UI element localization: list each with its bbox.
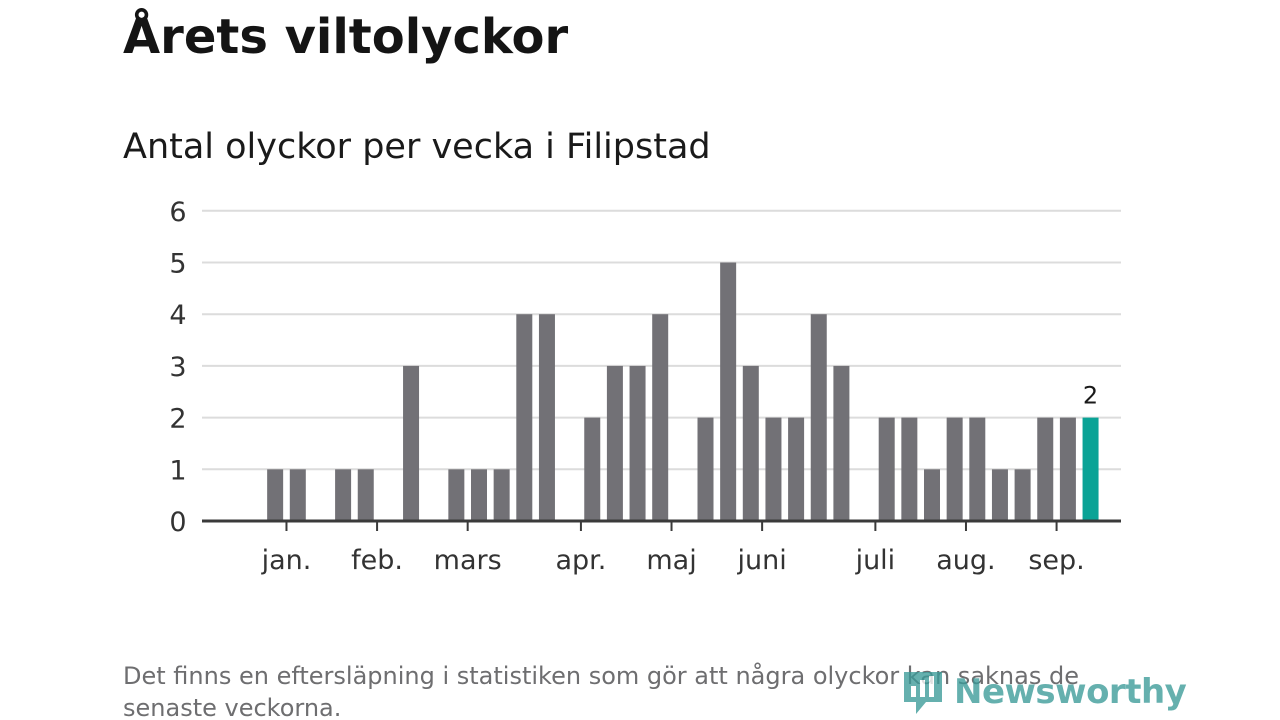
bar <box>267 469 284 521</box>
data-label: 2 <box>1083 382 1098 410</box>
bar <box>697 417 714 521</box>
bar <box>493 469 510 521</box>
y-tick-label: 4 <box>169 300 186 331</box>
bar <box>1037 417 1054 521</box>
y-tick-label: 0 <box>169 507 186 538</box>
bar <box>357 469 374 521</box>
bar <box>1059 417 1076 521</box>
x-tick-label: aug. <box>936 545 995 576</box>
y-tick-label: 6 <box>169 197 186 228</box>
y-tick-label: 1 <box>169 455 186 486</box>
x-tick-label: jan. <box>261 545 312 576</box>
chart-subtitle: Antal olyckor per vecka i Filipstad <box>123 127 711 167</box>
bar <box>742 365 759 521</box>
bars <box>267 262 1099 521</box>
bar <box>969 417 986 521</box>
brand-logo: Newsworthy <box>900 666 1187 718</box>
bar <box>1014 469 1031 521</box>
x-tick-label: juni <box>737 545 787 576</box>
bar <box>448 469 465 521</box>
bar <box>788 417 805 521</box>
bar <box>810 314 827 521</box>
y-tick-label: 2 <box>169 404 186 435</box>
x-tick-label: maj <box>646 545 696 576</box>
bar <box>720 262 737 521</box>
chart-title: Årets viltolyckor <box>123 9 569 65</box>
x-axis-ticks: jan. feb. mars apr. maj juni juli aug. sep. <box>261 521 1085 576</box>
y-tick-label: 3 <box>169 352 186 383</box>
bar <box>765 417 782 521</box>
bar <box>606 365 623 521</box>
bar <box>629 365 646 521</box>
bar <box>878 417 895 521</box>
x-tick-label: apr. <box>555 545 606 576</box>
bar <box>652 314 669 521</box>
bar <box>471 469 487 521</box>
y-axis-ticks: 0 1 2 3 4 5 6 <box>169 197 186 538</box>
bar <box>516 314 533 521</box>
bar-highlight <box>1082 417 1099 521</box>
bar <box>924 469 940 521</box>
x-tick-label: sep. <box>1028 545 1084 576</box>
bar <box>946 417 963 521</box>
y-tick-label: 5 <box>169 249 186 280</box>
brand-name: Newsworthy <box>954 672 1187 712</box>
data-labels: 2 <box>1083 382 1098 410</box>
bar <box>901 417 918 521</box>
bar <box>538 314 555 521</box>
newsworthy-logo-icon <box>904 672 942 714</box>
bar <box>335 469 352 521</box>
bar <box>584 417 601 521</box>
bar <box>991 469 1008 521</box>
x-tick-label: mars <box>434 545 502 576</box>
x-tick-label: feb. <box>351 545 403 576</box>
x-tick-label: juli <box>855 545 896 576</box>
bar <box>833 365 850 521</box>
bar <box>289 469 306 521</box>
bar <box>403 365 420 521</box>
